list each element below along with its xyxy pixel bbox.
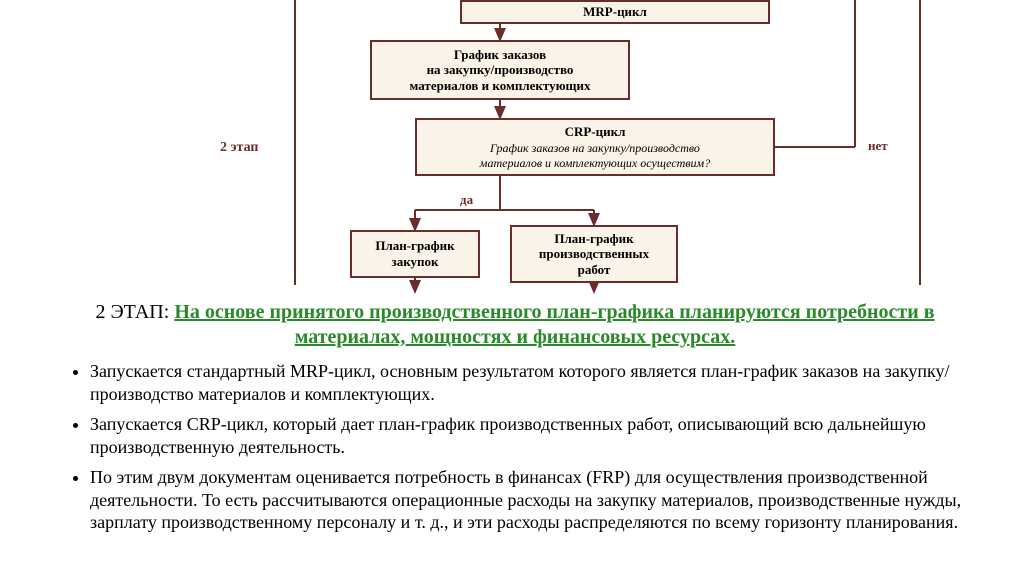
box-plan-prod-title: План-график производственных работ xyxy=(539,231,649,278)
list-item: Запускается стандартный MRP-цикл, основн… xyxy=(90,360,970,405)
box-mrp-title: MRP-цикл xyxy=(583,4,647,20)
bullet-list: Запускается стандартный MRP-цикл, основн… xyxy=(60,360,970,534)
box-crp-cycle: CRP-цикл График заказов на закупку/произ… xyxy=(415,118,775,176)
box-plan-purch-title: План-график закупок xyxy=(375,238,454,269)
stage-heading: 2 ЭТАП: На основе принятого производстве… xyxy=(60,300,970,350)
label-yes: да xyxy=(460,192,473,208)
label-no: нет xyxy=(868,138,888,154)
list-item: Запускается CRP-цикл, который дает план-… xyxy=(90,413,970,458)
box-plan-purchases: План-график закупок xyxy=(350,230,480,278)
stage-number: 2 ЭТАП: xyxy=(95,301,174,323)
box-orders-title: График заказов на закупку/производство м… xyxy=(410,47,591,94)
box-mrp-cycle: MRP-цикл xyxy=(460,0,770,24)
stage-label: 2 этап xyxy=(220,140,258,156)
text-content: 2 ЭТАП: На основе принятого производстве… xyxy=(60,300,970,542)
box-orders-schedule: График заказов на закупку/производство м… xyxy=(370,40,630,100)
stage-description: На основе принятого производственного пл… xyxy=(174,301,934,348)
list-item: По этим двум документам оценивается потр… xyxy=(90,466,970,534)
box-plan-production: План-график производственных работ xyxy=(510,225,678,283)
box-crp-title: CRP-цикл xyxy=(565,124,626,140)
box-crp-sub: График заказов на закупку/производство м… xyxy=(480,141,710,170)
flowchart: MRP-цикл График заказов на закупку/произ… xyxy=(0,0,1024,300)
